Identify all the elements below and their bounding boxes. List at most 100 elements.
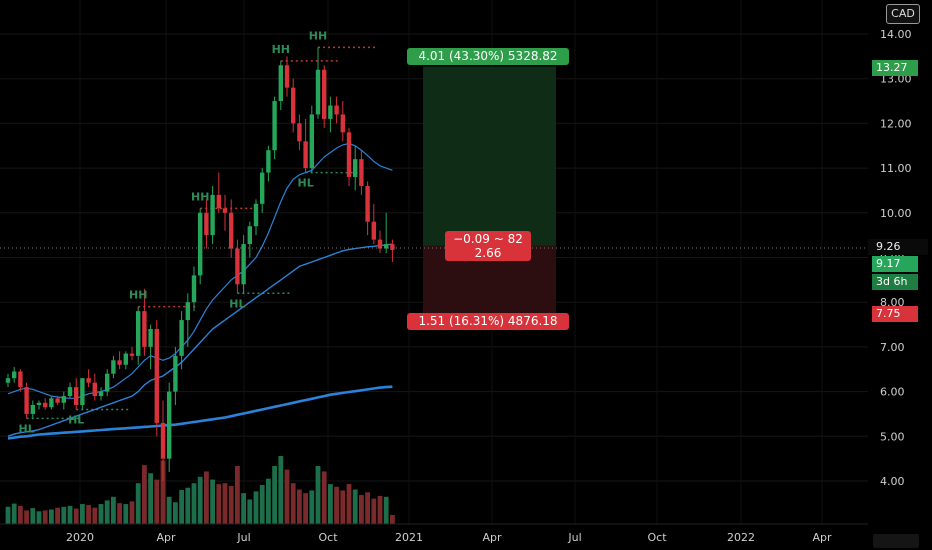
volume-bar [204,471,209,524]
candle-body [12,371,17,379]
volume-bar [346,484,352,524]
volume-bar [129,501,135,524]
volume-bar [383,496,389,524]
candle-body [384,244,389,249]
candle-body [105,373,110,392]
candle-body [204,212,209,236]
volume-bar [166,496,172,524]
pivot-label: HL [68,413,84,426]
currency-button[interactable]: CAD [886,4,920,24]
volume-bar [290,483,296,524]
candle-body [117,360,122,365]
volume-bar [142,465,147,524]
volume-bar [365,492,370,524]
ma-xlong-line [7,385,393,440]
volume-bar [179,490,184,524]
volume-bar [334,486,339,524]
volume-bar [222,483,228,524]
candle-body [24,387,29,414]
candle-body [160,422,166,459]
candle-body [80,378,85,406]
candle-body [148,329,153,347]
volume-bar [247,499,253,524]
y-tick-label: 8.00 [880,296,905,309]
candle-body [98,391,104,397]
loss-info-box[interactable]: 1.51 (16.31%) 4876.18 [407,313,569,330]
candle-body [123,353,128,365]
candle-body [198,212,203,276]
candle-body [241,244,246,285]
volume-bar [328,484,333,524]
candle-body [179,320,184,356]
candle-body [36,402,42,406]
volume-bar [321,471,327,524]
profit-info-box[interactable]: 4.01 (43.30%) 5328.82 [407,48,569,65]
candle-body [5,378,11,383]
candle-body [359,159,364,186]
y-tick-label: 6.00 [880,386,905,399]
candle-body [322,69,327,119]
y-tick-label: 7.00 [880,341,905,354]
volume-bar [303,493,308,524]
x-tick-label: Apr [482,531,502,544]
candle-body [390,244,395,250]
volume-bar [278,456,284,524]
volume-bar [98,504,104,524]
x-axis: 2020 Apr Jul Oct 2021 Apr Jul Oct 2022 Apr [0,523,868,544]
volume-bar [210,479,215,524]
volume-bar [42,510,48,524]
volume-bar [185,487,191,524]
candle-body [173,355,178,392]
volume-bar [259,485,265,524]
candle-body [365,185,370,222]
volume-bar [55,507,60,524]
candle-body [377,239,383,249]
volume-bar [67,505,73,524]
y-tick-label: 4.00 [880,475,905,488]
candle-body [43,402,48,408]
y-tick-label: 11.00 [880,162,912,175]
candle-body [260,172,265,204]
x-tick-label: Jul [236,531,250,544]
candle-body [235,248,240,285]
volume-bar [24,510,29,524]
candle-body [247,226,252,245]
volume-bar [111,496,116,524]
volume-bar [315,465,321,524]
candle-body [111,360,116,374]
stop-price-label: 7.75 [872,306,918,322]
candle-body [278,65,283,102]
volume-bar [154,479,160,524]
y-axis: 4.005.006.007.008.009.0010.0011.0012.001… [880,28,912,488]
volume-bar [148,473,153,524]
candle-body [272,101,277,151]
candle-body [303,141,308,169]
candle-body [253,203,259,227]
candle-body [67,387,73,397]
x-tick-label: 2021 [395,531,423,544]
position-center-box[interactable]: −0.09 ~ 82 2.66 [445,231,531,261]
current-price-label: 9.17 [872,256,918,272]
volume-bar [284,469,290,524]
volume-bar [253,491,259,524]
volume-bar [73,508,79,524]
pivot-label: HH [272,43,290,56]
candle-body [334,105,339,115]
candle-body [30,405,35,414]
volume-bar [123,504,129,524]
volume-bar [104,500,110,524]
volume-bar [92,507,98,524]
pivot-label: HH [309,29,327,42]
ma-short-line [7,142,393,399]
volume-bar [359,494,364,524]
volume-bar [173,502,178,524]
countdown-label: 3d 6h [872,274,918,290]
x-tick-label: Apr [156,531,176,544]
volume-bar [228,485,234,524]
pivot-label: HL [297,177,313,190]
x-tick-label: Oct [647,531,667,544]
candle-body [18,371,23,388]
candle-body [284,65,290,88]
